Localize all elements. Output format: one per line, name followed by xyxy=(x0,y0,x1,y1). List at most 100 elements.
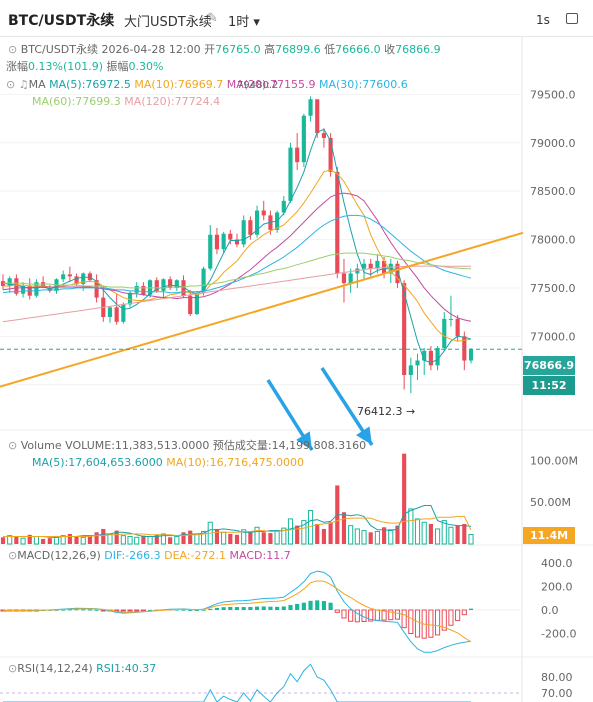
candle-body xyxy=(355,268,360,274)
macd-histogram-bar xyxy=(368,609,374,622)
volume-bar xyxy=(248,531,253,544)
ma-line-1 xyxy=(3,169,472,342)
volume-bar xyxy=(402,453,407,544)
candle-body xyxy=(188,295,193,315)
macd-histogram-bar xyxy=(394,609,401,620)
volume-bar xyxy=(315,523,320,544)
macd-histogram-bar xyxy=(348,609,354,622)
macd-histogram-bar xyxy=(321,601,326,610)
symbol-selector[interactable]: BTC/USDT永续 xyxy=(8,13,115,29)
volume-bar xyxy=(120,535,126,545)
macd-histogram-bar xyxy=(341,609,347,619)
volume-ma5-line xyxy=(3,505,472,538)
macd-histogram-bar xyxy=(434,609,441,636)
change-row: 涨幅0.13%(101.9) 振幅0.30% xyxy=(6,58,163,74)
timeframe-dropdown[interactable]: 1时 ▾ xyxy=(228,15,260,30)
volume-tick-label: 100.00M xyxy=(530,454,578,467)
volume-ma10-legend: MA(10):16,716,475.0000 xyxy=(166,456,305,469)
volume-bar xyxy=(388,529,394,545)
ohlc-symbol: BTC/USDT永续 xyxy=(20,43,98,56)
macd-histogram-bar xyxy=(67,609,72,611)
volume-bar xyxy=(154,534,159,544)
window-icon[interactable] xyxy=(566,13,578,24)
candle-body xyxy=(335,171,340,274)
volume-tick-label: 50.00M xyxy=(530,496,571,509)
volume-bar xyxy=(321,528,326,544)
ma-line-0 xyxy=(2,128,472,364)
macd-histogram-bar xyxy=(127,609,133,612)
candle-body xyxy=(268,215,273,230)
macd-histogram-bar xyxy=(374,609,380,621)
interval-1s-button[interactable]: 1s xyxy=(536,13,550,27)
ma5-legend: MA(5):76972.5 xyxy=(49,78,131,91)
volume-bar xyxy=(194,533,200,545)
macd-dif: DIF:-266.3 xyxy=(104,549,161,562)
macd-dif-line xyxy=(2,570,472,653)
candle-body xyxy=(201,268,206,293)
volume-ma-legend: MA(5):17,604,653.6000 MA(10):16,716,475.… xyxy=(32,456,304,469)
macd-histogram-bar xyxy=(208,608,213,610)
volume-legend: ⊙ Volume VOLUME:11,383,513.0000 预估成交量:14… xyxy=(8,437,366,453)
macd-tick-label: 400.0 xyxy=(541,557,573,570)
candle-body xyxy=(67,274,72,277)
volume-bar xyxy=(281,527,287,545)
macd-histogram-bar xyxy=(148,609,153,611)
rsi-bell-icon[interactable]: ⊙ xyxy=(8,662,18,675)
ma20-legend: MA(20):77155.9 xyxy=(226,78,316,91)
macd-histogram-bar xyxy=(87,609,92,611)
volume-bar xyxy=(428,523,433,544)
macd-bell-icon[interactable]: ⊙ xyxy=(8,549,18,562)
macd-histogram-bar xyxy=(228,606,233,610)
macd-histogram-bar xyxy=(214,607,220,610)
candle-body xyxy=(415,360,420,366)
macd-tick-label: 200.0 xyxy=(541,581,573,594)
macd-histogram-bar xyxy=(448,609,454,626)
macd-histogram-bar xyxy=(188,609,193,611)
price-tick-label: 78000.0 xyxy=(530,234,576,247)
macd-histogram-bar xyxy=(468,608,474,610)
volume-bar xyxy=(234,534,240,544)
price-tick-label: 79500.0 xyxy=(530,88,576,101)
volume-bar xyxy=(200,530,207,545)
candle-body xyxy=(14,278,19,294)
candle-body xyxy=(181,280,186,296)
macd-histogram-bar xyxy=(301,602,306,610)
rsi-legend: ⊙RSI(14,12,24) RSI1:40.37 xyxy=(8,662,156,675)
last-price-tag: 76866.9 xyxy=(523,356,575,375)
volume-bar xyxy=(434,528,441,545)
macd-histogram-bar xyxy=(61,609,66,611)
ma-line-4 xyxy=(3,252,472,289)
change-label: 涨幅 xyxy=(6,60,28,73)
macd-dea: DEA:-272.1 xyxy=(164,549,227,562)
candle-body xyxy=(281,200,286,213)
edit-icon[interactable]: ✎ xyxy=(207,11,218,26)
macd-histogram-bar xyxy=(281,606,286,610)
open-value: 76765.0 xyxy=(215,43,261,56)
volume-eye-icon[interactable]: ⊙ xyxy=(8,439,18,452)
ma-line-2 xyxy=(2,192,472,322)
volume-bar xyxy=(0,537,6,544)
volume-bar xyxy=(221,531,227,545)
alert-bell-icon[interactable]: ♫ xyxy=(18,78,29,91)
eye-icon[interactable]: ⊙ xyxy=(6,78,16,91)
ma-legend: ⊙ ♫MA MA(5):76972.5 MA(10):76969.7 MA(20… xyxy=(6,78,408,91)
volume-bar xyxy=(160,533,167,545)
macd-tick-label: 0.0 xyxy=(541,604,559,617)
low-label: 低 xyxy=(324,43,336,56)
collapse-icon[interactable]: ⊙ xyxy=(8,43,18,56)
candle-body xyxy=(375,260,380,269)
volume-bar xyxy=(33,535,40,545)
candle-body xyxy=(194,292,199,315)
macd-histogram-bar xyxy=(408,609,414,634)
candle-body xyxy=(328,137,333,172)
candle-body xyxy=(261,210,266,216)
amp-value: 0.30% xyxy=(128,60,164,73)
macd-histogram-bar xyxy=(268,606,273,610)
high-marker-label: 79480.2 xyxy=(237,80,279,91)
candle-body xyxy=(81,273,86,285)
candle-body xyxy=(254,210,260,235)
candle-body xyxy=(228,233,233,240)
candle-body xyxy=(301,115,306,163)
volume-bar xyxy=(348,525,354,545)
